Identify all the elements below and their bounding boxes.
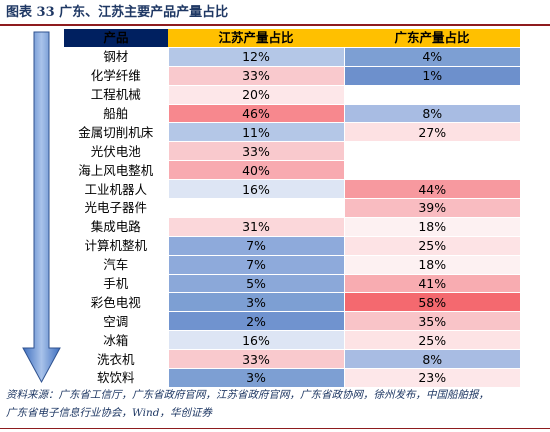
table-body: 钢材 12% 4% 化学纤维 33% 1% 工程机械 20% 船舶 46% 8% 金属切削机床 11% 2… bbox=[64, 47, 520, 388]
jiangsu-share-cell: 40% bbox=[167, 160, 344, 181]
guangdong-share-cell: 18% bbox=[343, 217, 520, 237]
product-name: 空调 bbox=[64, 311, 168, 332]
product-name: 彩色电视 bbox=[64, 292, 168, 313]
guangdong-share-cell: 35% bbox=[343, 311, 520, 332]
guangdong-share-cell: 44% bbox=[343, 179, 520, 200]
product-name: 光电子器件 bbox=[64, 198, 168, 218]
jiangsu-share-cell: 3% bbox=[167, 368, 344, 388]
jiangsu-share-cell: 11% bbox=[167, 122, 344, 143]
table-row: 钢材 12% 4% bbox=[64, 47, 520, 67]
header-jiangsu-share: 江苏产量占比 bbox=[168, 29, 344, 48]
jiangsu-share-cell: 7% bbox=[167, 236, 344, 256]
product-name: 软饮料 bbox=[64, 368, 168, 388]
guangdong-share-cell bbox=[343, 141, 520, 162]
jiangsu-share-cell: 16% bbox=[167, 179, 344, 200]
guangdong-share-cell: 25% bbox=[343, 330, 520, 351]
product-name: 手机 bbox=[64, 274, 168, 294]
guangdong-share-cell: 23% bbox=[343, 368, 520, 388]
jiangsu-share-cell: 3% bbox=[167, 292, 344, 313]
product-name: 汽车 bbox=[64, 255, 168, 275]
jiangsu-share-cell: 7% bbox=[167, 255, 344, 275]
table-row: 工业机器人 16% 44% bbox=[64, 179, 520, 200]
jiangsu-share-cell: 16% bbox=[167, 330, 344, 351]
guangdong-share-cell: 25% bbox=[343, 236, 520, 256]
guangdong-share-cell bbox=[343, 85, 520, 105]
table-row: 计算机整机 7% 25% bbox=[64, 236, 520, 256]
source-note: 资料来源：广东省工信厅，广东省政府官网，江苏省政府官网，广东省政协网，徐州发布，… bbox=[6, 386, 546, 422]
jiangsu-share-cell: 20% bbox=[167, 85, 344, 105]
product-name: 化学纤维 bbox=[64, 66, 168, 86]
guangdong-share-cell bbox=[343, 160, 520, 181]
table-row: 光电子器件 39% bbox=[64, 198, 520, 218]
guangdong-share-cell: 27% bbox=[343, 122, 520, 143]
product-name: 计算机整机 bbox=[64, 236, 168, 256]
product-name: 光伏电池 bbox=[64, 141, 168, 162]
title-divider bbox=[0, 24, 550, 26]
table-row: 船舶 46% 8% bbox=[64, 104, 520, 124]
product-name: 集成电路 bbox=[64, 217, 168, 237]
guangdong-share-cell: 8% bbox=[343, 104, 520, 124]
guangdong-share-cell: 39% bbox=[343, 198, 520, 218]
production-share-table: 产品 江苏产量占比 广东产量占比 钢材 12% 4% 化学纤维 33% 1% 工程机械 20%… bbox=[64, 29, 520, 388]
table-row: 冰箱 16% 25% bbox=[64, 330, 520, 351]
table-row: 汽车 7% 18% bbox=[64, 255, 520, 275]
table-row: 彩色电视 3% 58% bbox=[64, 292, 520, 313]
jiangsu-share-cell: 31% bbox=[167, 217, 344, 237]
bottom-divider bbox=[0, 428, 550, 429]
arrow-shape bbox=[22, 31, 61, 384]
jiangsu-share-cell bbox=[167, 198, 344, 218]
guangdong-share-cell: 8% bbox=[343, 349, 520, 370]
figure-title: 图表 33 广东、江苏主要产品产量占比 bbox=[6, 5, 229, 20]
header-product: 产品 bbox=[64, 29, 168, 48]
table-row: 金属切削机床 11% 27% bbox=[64, 122, 520, 143]
product-name: 冰箱 bbox=[64, 330, 168, 351]
jiangsu-share-cell: 33% bbox=[167, 141, 344, 162]
table-row: 集成电路 31% 18% bbox=[64, 217, 520, 237]
guangdong-share-cell: 58% bbox=[343, 292, 520, 313]
guangdong-share-cell: 18% bbox=[343, 255, 520, 275]
jiangsu-share-cell: 33% bbox=[167, 349, 344, 370]
jiangsu-share-cell: 12% bbox=[167, 47, 344, 67]
table-row: 工程机械 20% bbox=[64, 85, 520, 105]
product-name: 船舶 bbox=[64, 104, 168, 124]
product-name: 钢材 bbox=[64, 47, 168, 67]
guangdong-share-cell: 4% bbox=[343, 47, 520, 67]
jiangsu-share-cell: 5% bbox=[167, 274, 344, 294]
table-row: 海上风电整机 40% bbox=[64, 160, 520, 181]
jiangsu-share-cell: 33% bbox=[167, 66, 344, 86]
product-name: 洗衣机 bbox=[64, 349, 168, 370]
product-name: 工业机器人 bbox=[64, 179, 168, 200]
table-row: 软饮料 3% 23% bbox=[64, 368, 520, 388]
table-header-row: 产品 江苏产量占比 广东产量占比 bbox=[64, 29, 520, 48]
product-name: 金属切削机床 bbox=[64, 122, 168, 143]
guangdong-share-cell: 1% bbox=[343, 66, 520, 86]
header-guangdong-share: 广东产量占比 bbox=[344, 29, 520, 48]
jiangsu-share-cell: 2% bbox=[167, 311, 344, 332]
source-line-1: 资料来源：广东省工信厅，广东省政府官网，江苏省政府官网，广东省政协网，徐州发布，… bbox=[6, 389, 489, 401]
product-name: 工程机械 bbox=[64, 85, 168, 105]
table-row: 手机 5% 41% bbox=[64, 274, 520, 294]
table-row: 化学纤维 33% 1% bbox=[64, 66, 520, 86]
jiangsu-share-cell: 46% bbox=[167, 104, 344, 124]
down-arrow-icon bbox=[22, 31, 61, 384]
table-row: 光伏电池 33% bbox=[64, 141, 520, 162]
table-row: 洗衣机 33% 8% bbox=[64, 349, 520, 370]
product-name: 海上风电整机 bbox=[64, 160, 168, 181]
source-line-2: 广东省电子信息行业协会，Wind，华创证券 bbox=[6, 407, 212, 419]
table-row: 空调 2% 35% bbox=[64, 311, 520, 332]
guangdong-share-cell: 41% bbox=[343, 274, 520, 294]
